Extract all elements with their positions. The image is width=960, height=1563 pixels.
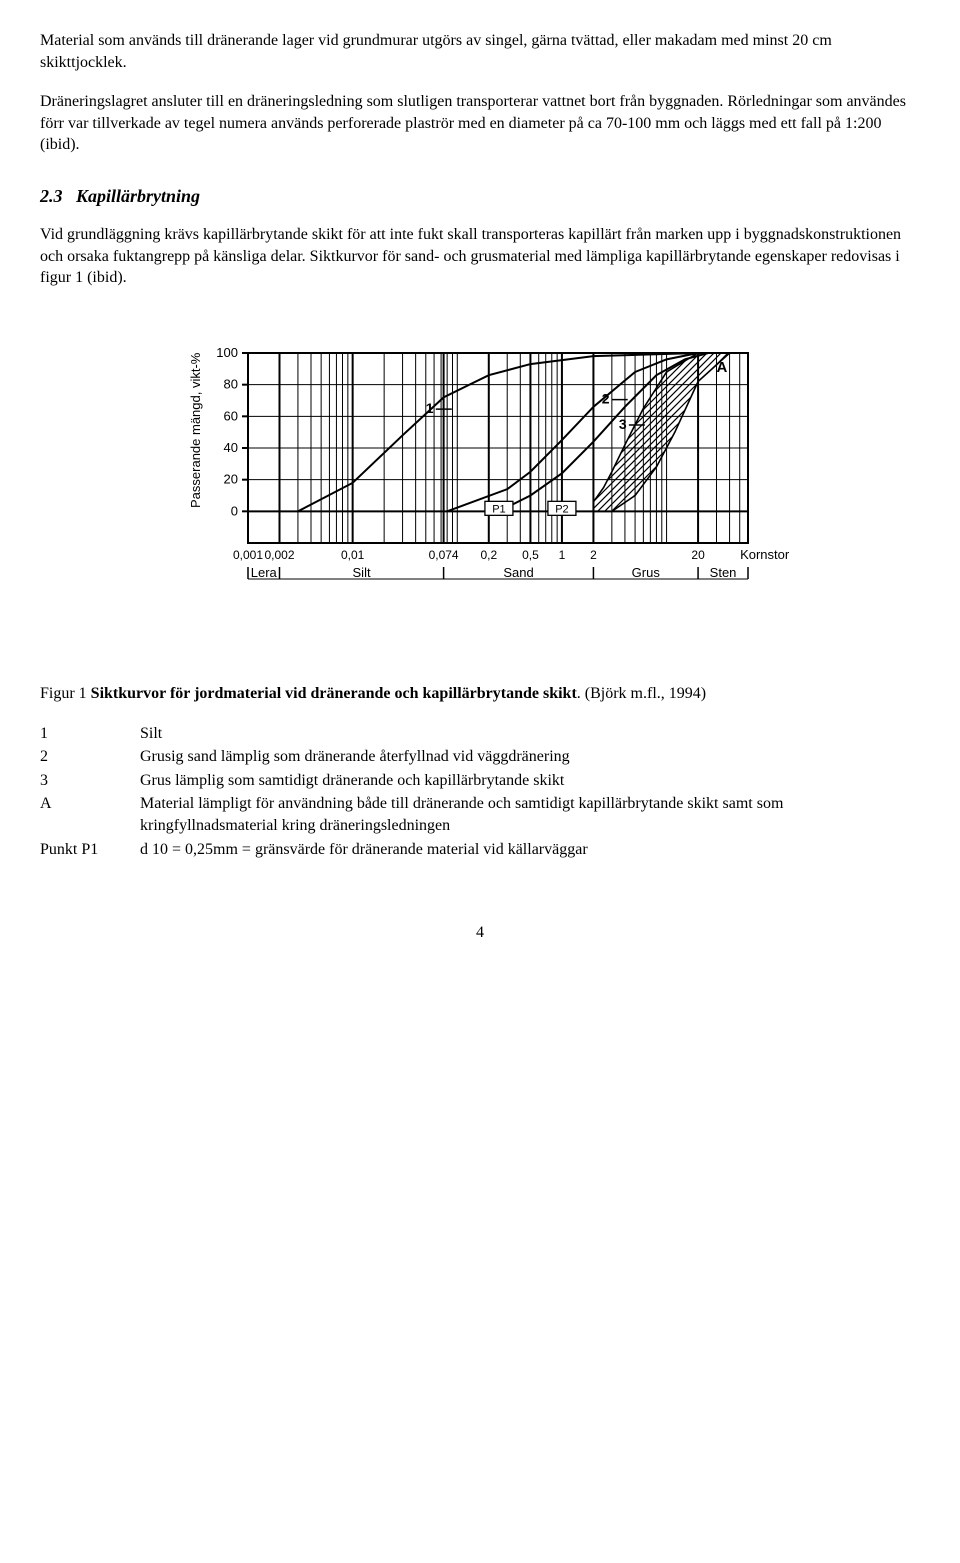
section-number: 2.3 (40, 186, 63, 206)
svg-text:0,001: 0,001 (233, 548, 263, 562)
svg-text:Grus: Grus (632, 565, 661, 580)
svg-text:Silt: Silt (353, 565, 371, 580)
legend-key: 1 (40, 723, 140, 747)
figure-1: 0 20 40 60 80 100 0,0010,002 0,01 0,074 0,2 0,5 1 2 2… (40, 337, 920, 627)
svg-text:0,5: 0,5 (522, 548, 539, 562)
svg-text:0: 0 (231, 503, 238, 518)
svg-text:2: 2 (590, 548, 597, 562)
svg-text:Sand: Sand (503, 565, 533, 580)
section-title: Kapillärbrytning (76, 186, 200, 206)
svg-text:Lera: Lera (251, 565, 278, 580)
svg-text:1: 1 (426, 400, 434, 416)
legend-row: 1Silt (40, 723, 920, 747)
svg-text:Sten: Sten (710, 565, 737, 580)
svg-text:60: 60 (224, 408, 238, 423)
legend-text: Material lämpligt för användning både ti… (140, 793, 920, 838)
svg-text:A: A (716, 359, 727, 376)
caption-lead: Figur 1 (40, 685, 91, 702)
legend-row: 2Grusig sand lämplig som dränerande åter… (40, 746, 920, 770)
section-heading: 2.3 Kapillärbrytning (40, 184, 920, 208)
legend-key: 2 (40, 746, 140, 770)
svg-text:0,01: 0,01 (341, 548, 365, 562)
legend-text: Silt (140, 723, 920, 747)
figure-legend: 1Silt2Grusig sand lämplig som dränerande… (40, 723, 920, 863)
svg-text:20: 20 (224, 472, 238, 487)
svg-text:0,002: 0,002 (264, 548, 294, 562)
legend-row: AMaterial lämpligt för användning både t… (40, 793, 920, 838)
paragraph-1: Material som används till dränerande lag… (40, 30, 920, 73)
legend-key: 3 (40, 770, 140, 794)
sieve-curve-chart: 0 20 40 60 80 100 0,0010,002 0,01 0,074 0,2 0,5 1 2 2… (170, 337, 790, 627)
legend-row: Punkt P1d 10 = 0,25mm = gränsvärde för d… (40, 839, 920, 863)
caption-title: Siktkurvor för jordmaterial vid dräneran… (91, 685, 577, 702)
legend-row: 3Grus lämplig som samtidigt dränerande o… (40, 770, 920, 794)
svg-text:P1: P1 (492, 503, 505, 515)
caption-tail: . (Björk m.fl., 1994) (577, 685, 706, 702)
legend-key: A (40, 793, 140, 838)
svg-text:100: 100 (216, 345, 238, 360)
svg-text:80: 80 (224, 377, 238, 392)
svg-text:2: 2 (602, 391, 610, 407)
legend-text: Grusig sand lämplig som dränerande återf… (140, 746, 920, 770)
figure-caption: Figur 1 Siktkurvor för jordmaterial vid … (40, 683, 920, 705)
page-number: 4 (40, 922, 920, 944)
svg-text:20: 20 (691, 548, 705, 562)
svg-text:P2: P2 (555, 503, 568, 515)
legend-text: d 10 = 0,25mm = gränsvärde för dränerand… (140, 839, 920, 863)
svg-text:0,2: 0,2 (480, 548, 497, 562)
legend-key: Punkt P1 (40, 839, 140, 863)
svg-text:0,074: 0,074 (429, 548, 459, 562)
svg-text:1: 1 (559, 548, 566, 562)
legend-text: Grus lämplig som samtidigt dränerande oc… (140, 770, 920, 794)
svg-text:Kornstorlek, d mm: Kornstorlek, d mm (740, 547, 790, 562)
svg-text:3: 3 (619, 416, 627, 432)
svg-text:Passerande mängd, vikt-%: Passerande mängd, vikt-% (188, 352, 203, 508)
paragraph-2: Dräneringslagret ansluter till en dräner… (40, 91, 920, 156)
paragraph-3: Vid grundläggning krävs kapillärbrytande… (40, 224, 920, 289)
svg-text:40: 40 (224, 440, 238, 455)
